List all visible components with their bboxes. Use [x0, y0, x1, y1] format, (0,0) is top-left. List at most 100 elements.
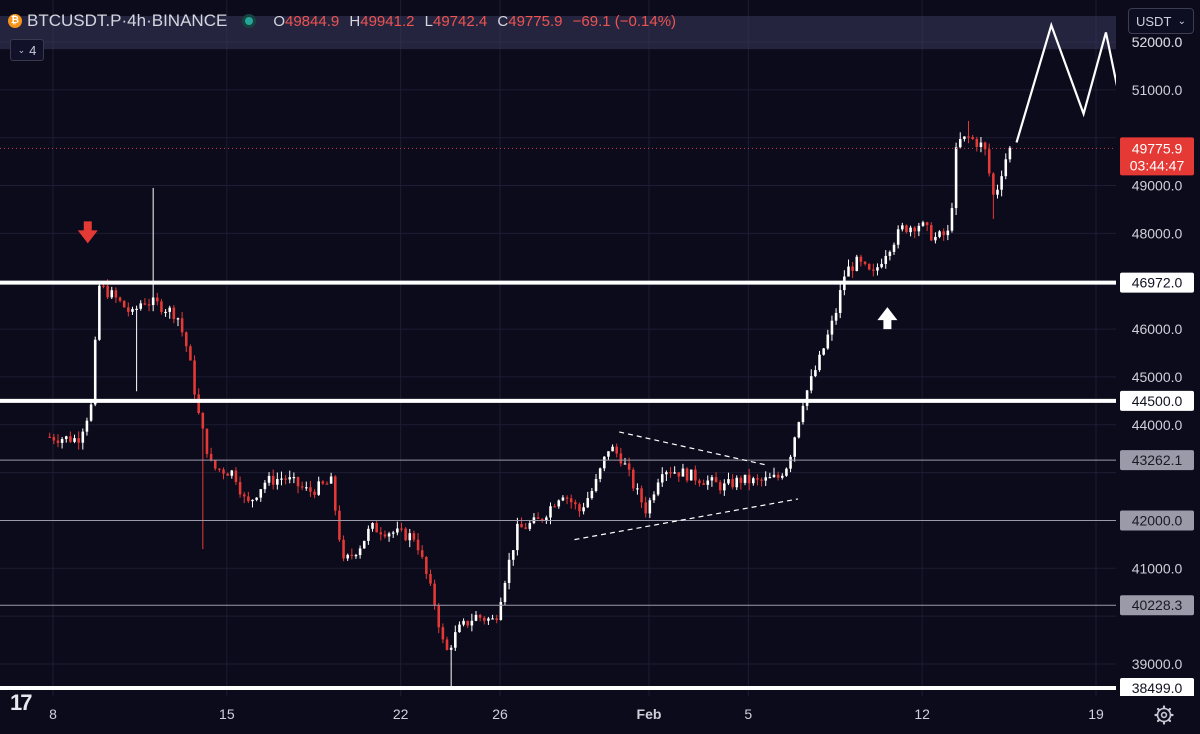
candle-up: [491, 614, 494, 620]
candle-body: [176, 318, 180, 320]
candle-body: [847, 266, 850, 277]
candle-up: [814, 365, 817, 378]
candle-up: [255, 497, 258, 502]
candle-up: [176, 317, 180, 327]
candle-down: [631, 467, 635, 492]
candle-up: [909, 225, 912, 237]
price-level-tag-label: 40228.3: [1132, 597, 1183, 613]
open-value: 49844.9: [284, 12, 340, 30]
candle-up: [545, 515, 548, 525]
candle-up: [358, 545, 362, 559]
candle-body: [603, 456, 606, 469]
settings-gear-icon[interactable]: [1154, 705, 1174, 725]
candle-body: [855, 256, 859, 271]
candle-body: [975, 138, 979, 147]
high-label: H: [349, 12, 361, 30]
price-level-tag-label: 44500.0: [1132, 393, 1183, 409]
indicators-toggle-button[interactable]: ⌄ 4: [10, 39, 44, 61]
time-tick-label: 22: [393, 706, 409, 722]
candle-body: [553, 506, 556, 508]
bar-countdown-label: 03:44:47: [1130, 157, 1185, 173]
candle-down: [114, 287, 118, 303]
candle-up: [603, 456, 606, 472]
candle-body: [702, 483, 705, 485]
candle-up: [73, 434, 76, 444]
candle-body: [752, 478, 755, 484]
candle-body: [569, 498, 573, 503]
candle-down: [127, 302, 130, 317]
ohlc-values: O49844.9 H49941.2 L49742.4 C49775.9 −69.…: [273, 13, 682, 30]
candle-up: [594, 473, 598, 493]
title-separator: ·: [146, 11, 152, 30]
candle-body: [56, 440, 60, 443]
candle-down: [495, 614, 498, 624]
candle-body: [48, 436, 51, 438]
candle-body: [797, 422, 801, 438]
time-tick-label: 26: [492, 706, 508, 722]
candle-down: [578, 502, 581, 517]
candle-body: [131, 309, 134, 312]
market-status-icon: [245, 17, 254, 25]
candle-up: [818, 350, 821, 372]
close-value: 49775.9: [508, 12, 563, 30]
candle-body: [321, 481, 325, 484]
candle-body: [487, 618, 490, 621]
candle-body: [689, 469, 693, 481]
candle-body: [85, 420, 89, 432]
candle-body: [309, 487, 312, 492]
current-price-tag: 49775.903:44:47: [1120, 137, 1194, 176]
candle-down: [425, 556, 428, 580]
candle-down: [644, 496, 647, 518]
candle-down: [77, 431, 80, 450]
candle-down: [482, 616, 486, 625]
candle-body: [652, 494, 656, 501]
candle-down: [524, 522, 527, 530]
candle-up: [387, 531, 391, 542]
candle-body: [160, 301, 163, 312]
candle-body: [851, 266, 854, 271]
symbol-name[interactable]: BTCUSDT.P: [27, 11, 122, 30]
candle-down: [342, 535, 345, 562]
candle-body: [404, 528, 407, 541]
candle-body: [731, 479, 734, 488]
candle-up: [89, 402, 93, 422]
candle-up: [847, 259, 850, 277]
candle-body: [408, 533, 412, 541]
candle-up: [958, 132, 962, 149]
candle-up: [98, 283, 101, 341]
price-tick-label: 52000.0: [1132, 34, 1183, 50]
candle-body: [867, 264, 871, 270]
candle-body: [905, 225, 908, 233]
time-axis: 8 15 22 26 Feb 5 12 19: [0, 696, 1200, 734]
candle-down: [56, 434, 60, 448]
candle-body: [772, 474, 776, 478]
candle-body: [723, 483, 726, 491]
candle-body: [499, 601, 503, 620]
candle-body: [93, 339, 97, 405]
candle-down: [333, 475, 337, 516]
candle-body: [611, 446, 614, 452]
candle-body: [81, 431, 85, 443]
candle-body: [470, 620, 474, 626]
candle-down: [913, 225, 916, 239]
interval-label[interactable]: 4h: [127, 11, 147, 30]
candle-up: [607, 451, 610, 460]
candle-body: [114, 290, 118, 298]
candle-body: [147, 304, 151, 306]
candle-body: [594, 478, 598, 492]
candle-up: [396, 521, 399, 536]
candle-body: [958, 139, 962, 148]
candle-up: [979, 136, 983, 153]
candle-up: [623, 457, 627, 465]
candle-body: [371, 523, 374, 529]
currency-select[interactable]: USDT ⌄: [1128, 8, 1194, 34]
candle-body: [52, 437, 56, 441]
candle-down: [929, 222, 933, 242]
candle-body: [420, 550, 424, 557]
candle-body: [139, 303, 143, 309]
candle-up: [963, 136, 966, 142]
candle-body: [946, 230, 950, 236]
candle-up: [110, 286, 114, 300]
candle-down: [160, 299, 163, 315]
